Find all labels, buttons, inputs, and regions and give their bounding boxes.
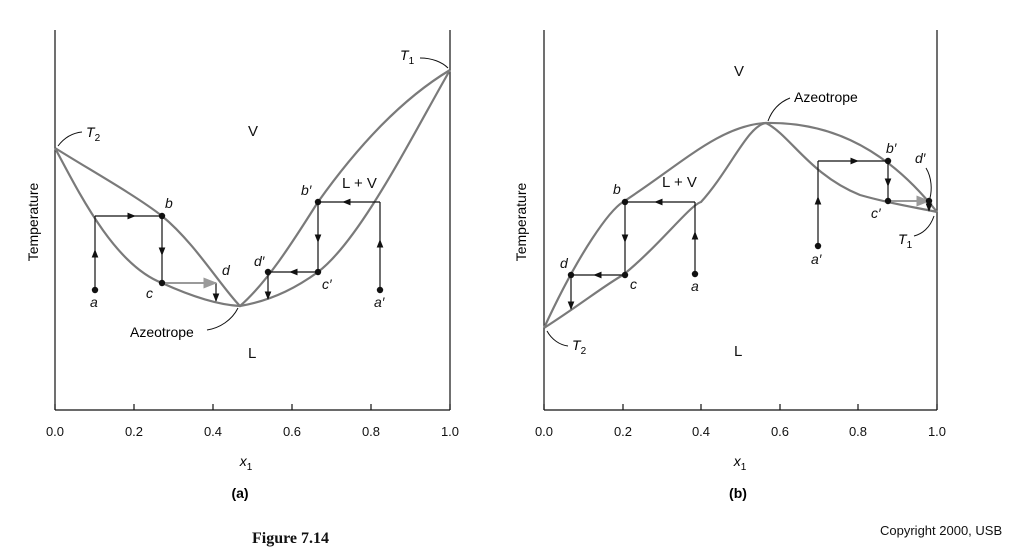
panel-b-label-a: a (691, 278, 699, 294)
panel-a-region-v: V (248, 123, 258, 140)
panel-b-xtick: 0.2 (614, 424, 632, 439)
panel-a-caption: (a) (231, 485, 248, 501)
panel-b-xtick: 0.8 (849, 424, 867, 439)
panel-a-label-cprime: c′ (322, 276, 333, 292)
panel-a-azeotrope-leader (206, 307, 239, 331)
panel-b-label-dprime: d′ (915, 150, 927, 166)
panel-a-ylabel: Temperature (25, 182, 41, 261)
panel-a-xtick: 0.0 (46, 424, 64, 439)
panel-a-xlabel: x1 (239, 453, 253, 473)
panel-b-point-d (567, 271, 575, 279)
panel-a-point-b (158, 212, 166, 220)
panel-b-label-aprime: a′ (811, 251, 823, 267)
panel-b-azeotrope-leader (767, 97, 791, 122)
panel-a-label-a: a (90, 294, 98, 310)
panel-b-vapor-curve (543, 121, 938, 329)
panel-b-point-bprime (884, 157, 892, 165)
panel-b-dprime-leader (925, 167, 932, 199)
panel-b: 0.0 0.2 0.4 0.6 0.8 1.0 Temperature x1 (… (513, 30, 946, 501)
panel-a-point-bprime (314, 198, 322, 206)
panel-b-ticks (543, 404, 938, 410)
panel-a-region-lv: L + V (342, 175, 377, 192)
panel-a-point-cprime (314, 268, 322, 276)
panel-b-caption: (b) (729, 485, 747, 501)
panel-b-xtick: 1.0 (928, 424, 946, 439)
panel-b-azeotrope-label: Azeotrope (794, 89, 858, 105)
panel-a-t1-label: T1 (400, 47, 415, 67)
panel-b-point-dprime (925, 197, 933, 205)
panel-b-xtick: 0.0 (535, 424, 553, 439)
panel-b-xtick: 0.4 (692, 424, 710, 439)
panel-b-label-c: c (630, 276, 637, 292)
panel-a-t2-leader (57, 131, 83, 147)
panel-a-ticks (54, 404, 451, 410)
panel-b-label-bprime: b′ (886, 140, 898, 156)
copyright-notice: Copyright 2000, USB (880, 523, 1003, 538)
panel-a-label-c: c (146, 285, 153, 301)
panel-a: 0.0 0.2 0.4 0.6 0.8 1.0 Temperature x1 (… (25, 30, 459, 501)
panel-a-xtick: 0.8 (362, 424, 380, 439)
panel-b-xtick: 0.6 (771, 424, 789, 439)
panel-a-region-l: L (248, 345, 256, 362)
panel-b-t2-leader (546, 330, 569, 347)
panel-b-region-lv: L + V (662, 174, 697, 191)
panel-a-point-a (91, 286, 99, 294)
panel-a-point-aprime (376, 286, 384, 294)
panel-b-point-c (621, 271, 629, 279)
panel-a-t1-leader (419, 57, 449, 69)
panel-a-point-c (158, 279, 166, 287)
panel-b-t1-label: T1 (898, 231, 913, 251)
panel-a-xtick: 0.6 (283, 424, 301, 439)
panel-b-axes (543, 30, 938, 411)
panel-b-t2-label: T2 (572, 337, 587, 357)
panel-a-xtick: 1.0 (441, 424, 459, 439)
panel-a-azeotrope-label: Azeotrope (130, 324, 194, 340)
panel-b-region-l: L (734, 343, 742, 360)
figure-caption: Figure 7.14 (252, 530, 330, 547)
panel-a-label-d: d (222, 262, 231, 278)
panel-b-ylabel: Temperature (513, 182, 529, 261)
panel-a-label-aprime: a′ (374, 294, 386, 310)
panel-b-liquid-curve (543, 121, 938, 329)
panel-a-xtick: 0.2 (125, 424, 143, 439)
panel-a-label-b: b (165, 195, 173, 211)
panel-a-point-dprime (264, 268, 272, 276)
panel-a-liquid-curve (54, 69, 451, 308)
panel-a-axes (54, 30, 451, 411)
panel-a-t2-label: T2 (86, 124, 101, 144)
panel-a-label-dprime: d′ (254, 253, 266, 269)
panel-b-point-cprime (884, 197, 892, 205)
panel-b-region-v: V (734, 63, 744, 80)
panel-b-t1-leader (913, 215, 935, 237)
panel-a-vapor-curve (54, 69, 451, 308)
panel-b-label-b: b (613, 181, 621, 197)
panel-b-point-b (621, 198, 629, 206)
panel-b-label-cprime: c′ (871, 205, 882, 221)
panel-a-label-bprime: b′ (301, 182, 313, 198)
panel-b-label-d: d (560, 255, 569, 271)
panel-b-xlabel: x1 (733, 453, 747, 473)
panel-a-xtick: 0.4 (204, 424, 222, 439)
panel-b-point-aprime (814, 242, 822, 250)
panel-b-point-a (691, 270, 699, 278)
